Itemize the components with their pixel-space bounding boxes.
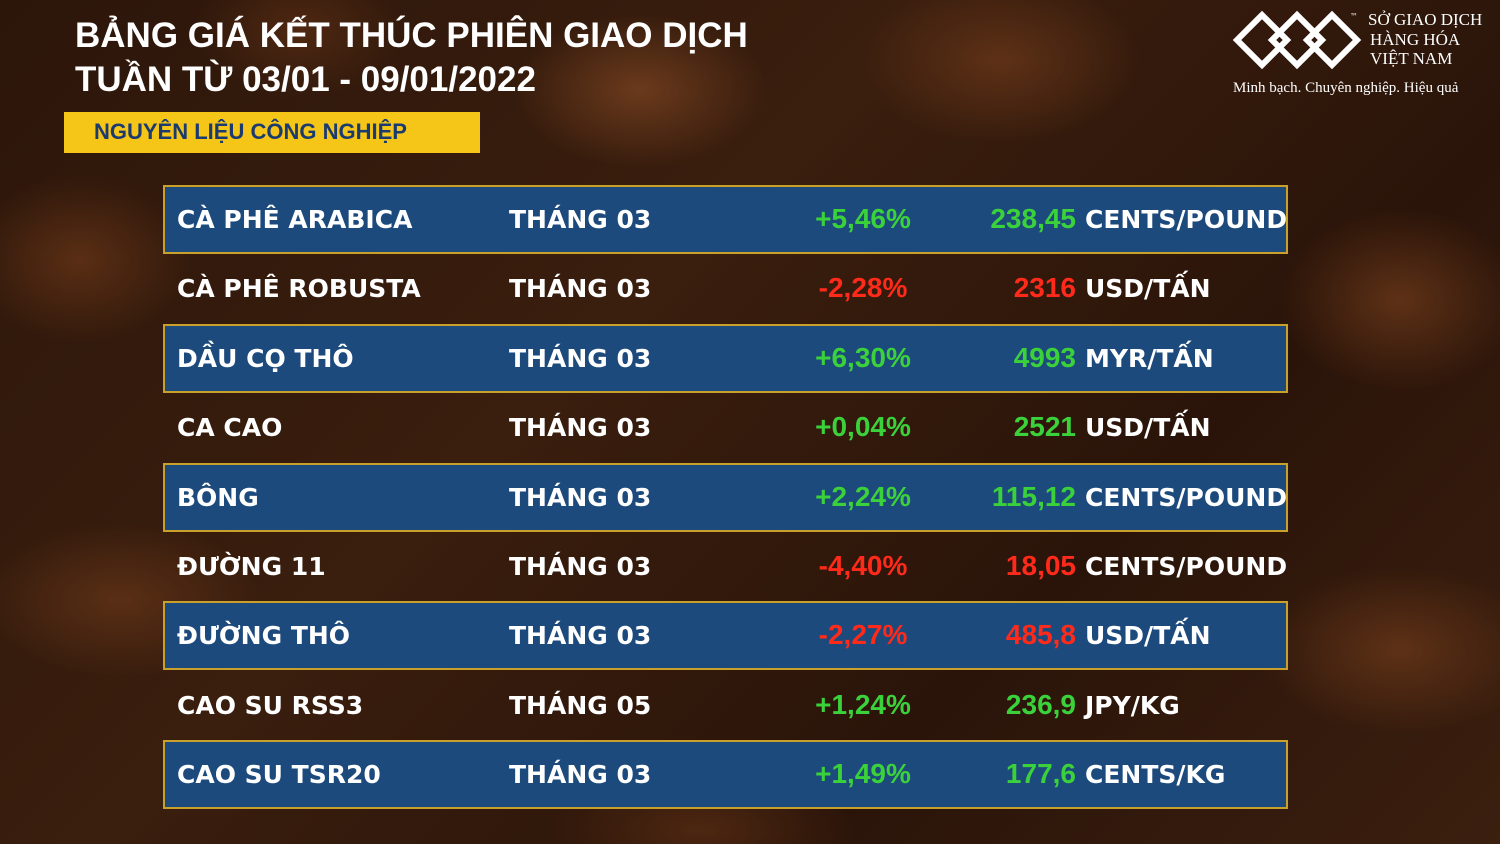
contract-month: THÁNG 03 bbox=[509, 205, 652, 234]
price: 236,9 bbox=[1005, 688, 1076, 720]
table-row: ĐƯỜNG 11 THÁNG 03 -4,40% 18,05 CENTS/POUND bbox=[163, 532, 1288, 601]
change: +1,24% bbox=[815, 688, 911, 720]
price: 485,8 bbox=[1005, 619, 1076, 651]
unit: USD/TẤN bbox=[1085, 274, 1211, 304]
unit: MYR/TẤN bbox=[1085, 343, 1214, 373]
commodity: CA CAO bbox=[177, 413, 283, 443]
table-row: CÀ PHÊ ROBUSTA THÁNG 03 -2,28% 2316 USD/TẤN bbox=[163, 254, 1288, 323]
commodity: BÔNG bbox=[177, 482, 259, 512]
contract-month: THÁNG 03 bbox=[509, 482, 652, 512]
commodity: CAO SU RSS3 bbox=[177, 690, 364, 720]
table-row: CAO SU TSR20 THÁNG 03 +1,49% 177,6 CENTS/KG bbox=[163, 740, 1288, 810]
logo-name: HÀNG HÓA bbox=[1370, 30, 1461, 49]
unit: CENTS/POUND bbox=[1085, 552, 1288, 581]
price: 238,45 bbox=[990, 203, 1076, 234]
unit: CENTS/POUND bbox=[1085, 482, 1288, 512]
table-row: DẦU CỌ THÔ THÁNG 03 +6,30% 4993 MYR/TẤN bbox=[163, 323, 1288, 393]
table-row: CÀ PHÊ ARABICA THÁNG 03 +5,46% 238,45 CENTS/… bbox=[163, 185, 1288, 254]
unit: CENTS/KG bbox=[1085, 760, 1226, 790]
commodity: CÀ PHÊ ARABICA bbox=[177, 205, 413, 234]
trademark: ™ bbox=[1350, 12, 1358, 21]
change: -4,40% bbox=[818, 550, 908, 581]
price: 177,6 bbox=[1005, 758, 1076, 790]
contract-month: THÁNG 03 bbox=[509, 760, 652, 790]
change: +1,49% bbox=[815, 758, 911, 790]
contract-month: THÁNG 03 bbox=[509, 621, 652, 651]
price: 115,12 bbox=[991, 480, 1076, 512]
logo-name: VIỆT NAM bbox=[1370, 49, 1453, 68]
change: -2,28% bbox=[818, 272, 908, 304]
title-line: TUẦN TỪ 03/01 - 09/01/2022 bbox=[75, 60, 536, 99]
commodity: CAO SU TSR20 bbox=[177, 760, 381, 790]
commodity: CÀ PHÊ ROBUSTA bbox=[177, 274, 421, 304]
change: +2,24% bbox=[815, 480, 911, 512]
contract-month: THÁNG 03 bbox=[509, 552, 652, 581]
table-row: ĐƯỜNG THÔ THÁNG 03 -2,27% 485,8 USD/TẤN bbox=[163, 601, 1288, 671]
contract-month: THÁNG 03 bbox=[509, 274, 652, 304]
change: +0,04% bbox=[815, 411, 911, 443]
contract-month: THÁNG 03 bbox=[509, 343, 652, 373]
change: +6,30% bbox=[815, 341, 911, 373]
logo-name: SỞ GIAO DỊCH bbox=[1368, 10, 1483, 29]
unit: USD/TẤN bbox=[1085, 621, 1211, 651]
commodity: DẦU CỌ THÔ bbox=[177, 343, 354, 373]
change: -2,27% bbox=[818, 619, 908, 651]
price: 4993 bbox=[1013, 341, 1076, 373]
contract-month: THÁNG 05 bbox=[509, 690, 652, 720]
price: 18,05 bbox=[1005, 550, 1076, 581]
slogan: Minh bạch. Chuyên nghiệp. Hiệu quả bbox=[1233, 80, 1459, 96]
commodity: ĐƯỜNG 11 bbox=[177, 552, 326, 581]
category-label: NGUYÊN LIỆU CÔNG NGHIỆP bbox=[94, 119, 407, 144]
price: 2521 bbox=[1013, 411, 1076, 443]
unit: USD/TẤN bbox=[1085, 413, 1211, 443]
table-row: CAO SU RSS3 THÁNG 05 +1,24% 236,9 JPY/KG bbox=[163, 671, 1288, 740]
unit: JPY/KG bbox=[1085, 690, 1180, 720]
title-line: BẢNG GIÁ KẾT THÚC PHIÊN GIAO DỊCH bbox=[75, 16, 748, 55]
category-badge: NGUYÊN LIỆU CÔNG NGHIỆP bbox=[64, 112, 480, 153]
logo-mark bbox=[1232, 10, 1362, 70]
contract-month: THÁNG 03 bbox=[509, 413, 652, 443]
price: 2316 bbox=[1013, 272, 1076, 304]
table-row: BÔNG THÁNG 03 +2,24% 115,12 CENTS/POUND bbox=[163, 462, 1288, 532]
unit: CENTS/POUND bbox=[1085, 205, 1288, 234]
table-row: CA CAO THÁNG 03 +0,04% 2521 USD/TẤN bbox=[163, 393, 1288, 462]
commodity: ĐƯỜNG THÔ bbox=[177, 621, 351, 651]
change: +5,46% bbox=[815, 203, 911, 234]
